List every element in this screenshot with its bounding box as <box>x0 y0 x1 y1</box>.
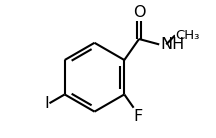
Text: F: F <box>134 109 143 124</box>
Text: I: I <box>44 96 49 111</box>
Text: O: O <box>133 5 145 20</box>
Text: CH₃: CH₃ <box>176 29 200 42</box>
Text: NH: NH <box>160 37 184 52</box>
